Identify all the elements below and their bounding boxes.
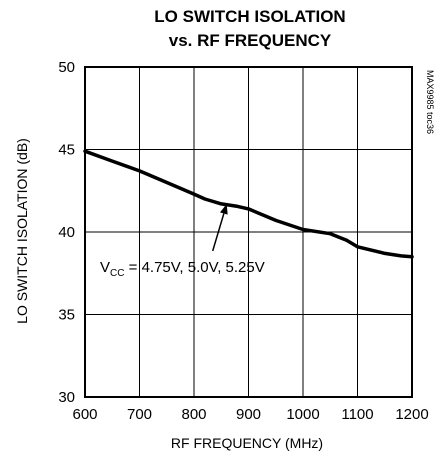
y-tick-label: 45 (58, 142, 75, 159)
y-axis-label: LO SWITCH ISOLATION (dB) (14, 138, 30, 324)
axis-ticks: 600 700 800 900 1000 1100 1200 30 35 40 45 50 (58, 59, 428, 423)
annotation-text: VCC = 4.75V, 5.0V, 5.25V (100, 259, 265, 279)
plot-area-frame (84, 66, 413, 398)
x-tick-label: 700 (127, 406, 152, 423)
annotation: VCC = 4.75V, 5.0V, 5.25V (100, 203, 265, 279)
annotation-arrow (211, 213, 225, 252)
y-tick-label: 35 (58, 307, 75, 324)
y-tick-label: 40 (58, 224, 75, 241)
x-tick-label: 1100 (341, 406, 373, 423)
grid (85, 67, 412, 397)
figure-id-note: MAX9985 toc36 (425, 70, 435, 134)
chart-title-line2: vs. RF FREQUENCY (169, 31, 332, 50)
chart-title-line1: LO SWITCH ISOLATION (154, 7, 345, 26)
x-tick-label: 1200 (395, 406, 428, 423)
x-tick-label: 1000 (286, 406, 319, 423)
x-tick-label: 900 (236, 406, 261, 423)
x-tick-label: 600 (72, 406, 97, 423)
series-line (83, 149, 414, 259)
x-axis-label: RF FREQUENCY (MHz) (171, 435, 323, 451)
x-tick-label: 800 (181, 406, 206, 423)
y-tick-label: 30 (58, 389, 75, 406)
y-tick-label: 50 (58, 59, 75, 76)
annotation-arrowhead (220, 203, 228, 215)
